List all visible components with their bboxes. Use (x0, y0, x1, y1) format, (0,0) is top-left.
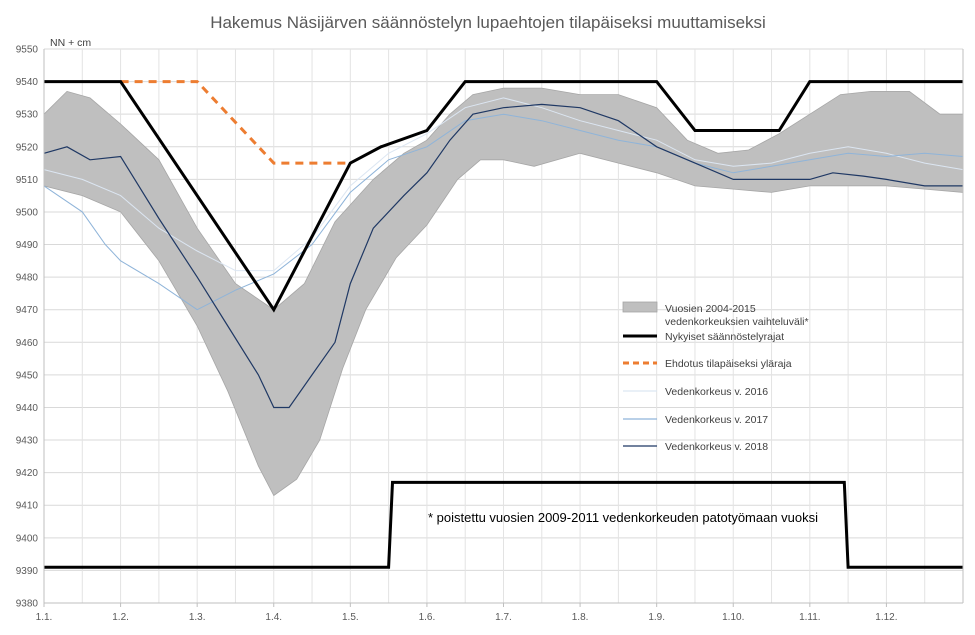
series-line (43, 113, 964, 311)
x-tick-label: 1.1. (36, 612, 53, 623)
y-tick-label: 9480 (16, 273, 39, 284)
x-tick-label: 1.12. (875, 612, 897, 623)
legend-label: Nykyiset säännöstelyrajat (665, 331, 784, 343)
legend-label: Vedenkorkeus v. 2016 (665, 386, 768, 398)
legend-swatch-band (622, 301, 658, 313)
x-tick-label: 1.8. (572, 612, 589, 623)
axis-layer: 9380 9390 9400 9410 9420 9430 9440 9450 9460 9470… (16, 45, 964, 623)
legend-label: Vedenkorkeus v. 2018 (665, 441, 768, 453)
x-tick-label: 1.2. (112, 612, 129, 623)
y-tick-label: 9470 (16, 305, 39, 316)
legend-label-line2: vedenkorkeuksien vaihteluväli* (665, 316, 809, 328)
series-layer (43, 80, 964, 569)
legend-label: Vuosien 2004-2015 (665, 303, 756, 315)
y-tick-label: 9430 (16, 436, 39, 447)
series-line (44, 480, 963, 569)
x-tick-label: 1.7. (495, 612, 512, 623)
y-tick-label: 9500 (16, 207, 39, 218)
x-tick-label: 1.4. (265, 612, 282, 623)
legend-label: Ehdotus tilapäiseksi yläraja (665, 358, 792, 370)
series-line (120, 80, 351, 165)
x-tick-label: 1.11. (799, 612, 821, 623)
y-tick-label: 9380 (16, 599, 39, 610)
series-line (43, 97, 964, 272)
y-axis-unit-label: NN + cm (50, 37, 91, 49)
y-tick-label: 9420 (16, 468, 39, 479)
legend-label: Vedenkorkeus v. 2017 (665, 414, 768, 426)
x-tick-label: 1.3. (189, 612, 206, 623)
footnote-annotation: * poistettu vuosien 2009-2011 vedenkorke… (428, 510, 818, 525)
y-tick-label: 9540 (16, 77, 39, 88)
x-tick-label: 1.5. (342, 612, 359, 623)
x-tick-label: 1.10. (722, 612, 744, 623)
y-tick-label: 9400 (16, 533, 39, 544)
chart-title: Hakemus Näsijärven säännöstelyn lupaehto… (210, 13, 766, 32)
y-tick-label: 9510 (16, 175, 39, 186)
y-tick-label: 9490 (16, 240, 39, 251)
x-tick-label: 1.9. (648, 612, 665, 623)
y-tick-label: 9440 (16, 403, 39, 414)
series-line (44, 80, 963, 313)
y-tick-label: 9390 (16, 566, 39, 577)
series-line (43, 103, 963, 409)
y-tick-label: 9530 (16, 110, 39, 121)
y-tick-label: 9460 (16, 338, 39, 349)
x-tick-label: 1.6. (419, 612, 436, 623)
y-tick-label: 9410 (16, 501, 39, 512)
y-tick-label: 9520 (16, 142, 39, 153)
y-tick-label: 9550 (16, 45, 39, 56)
y-tick-label: 9450 (16, 370, 39, 381)
